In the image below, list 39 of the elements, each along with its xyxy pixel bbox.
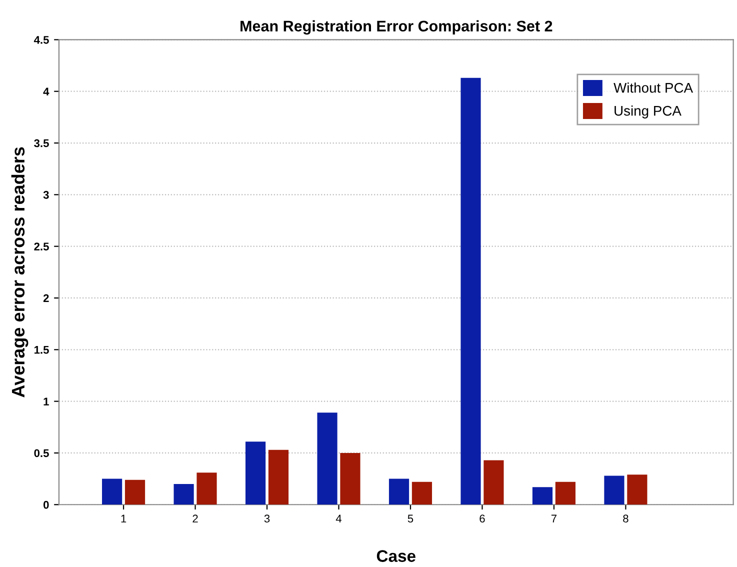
x-axis-title: Case bbox=[376, 550, 416, 562]
bar bbox=[340, 452, 360, 505]
y-tick-label: 3 bbox=[43, 190, 49, 199]
x-tick-label: 4 bbox=[336, 514, 342, 522]
bar bbox=[317, 412, 338, 505]
bar bbox=[124, 480, 146, 505]
chart-title: Mean Registration Error Comparison: Set 2 bbox=[240, 20, 552, 35]
bar bbox=[174, 484, 194, 505]
y-tick-label: 4.5 bbox=[34, 36, 49, 44]
legend-label: Using PCA bbox=[614, 106, 682, 118]
bar bbox=[484, 460, 504, 505]
y-tick-label: 3.5 bbox=[34, 139, 49, 148]
x-tick-label: 6 bbox=[480, 514, 485, 523]
x-tick-label: 3 bbox=[264, 514, 270, 523]
y-tick-label: 1 bbox=[44, 398, 49, 406]
bar bbox=[604, 476, 624, 505]
bar bbox=[268, 450, 289, 505]
legend-label: Without PCA bbox=[614, 82, 694, 93]
y-tick-label: 4 bbox=[43, 88, 50, 96]
x-tick-label: 7 bbox=[551, 514, 556, 522]
bar bbox=[388, 478, 410, 505]
bar bbox=[460, 78, 481, 505]
bar bbox=[627, 474, 648, 505]
y-tick-label: 2 bbox=[43, 294, 49, 302]
bar bbox=[412, 482, 432, 505]
bar bbox=[102, 478, 122, 505]
x-tick-label: 8 bbox=[623, 514, 628, 523]
y-tick-label: 2.5 bbox=[34, 242, 49, 250]
y-axis-title: Average error across readers bbox=[11, 147, 28, 398]
x-tick-label: 1 bbox=[121, 514, 126, 522]
bar bbox=[555, 482, 576, 505]
bar bbox=[245, 442, 266, 505]
y-tick-label: 1.5 bbox=[34, 346, 49, 354]
y-tick-label: 0 bbox=[44, 500, 49, 509]
bar bbox=[196, 472, 217, 505]
bar bbox=[532, 487, 553, 505]
x-tick-label: 2 bbox=[192, 514, 198, 522]
y-tick-label: 0.5 bbox=[34, 449, 49, 458]
x-tick-label: 5 bbox=[408, 514, 414, 523]
